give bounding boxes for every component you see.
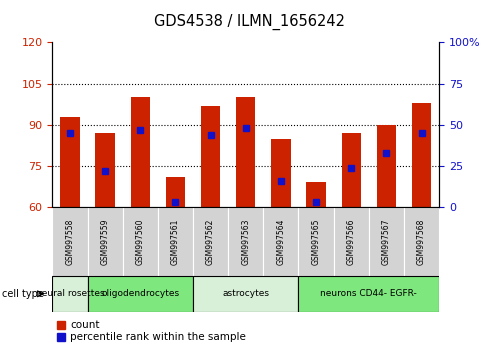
Text: GSM997567: GSM997567 (382, 218, 391, 265)
Bar (334, 207, 369, 276)
Text: cell type: cell type (2, 289, 44, 299)
Text: GSM997564: GSM997564 (276, 218, 285, 265)
Bar (52, 276, 87, 312)
Text: GSM997560: GSM997560 (136, 218, 145, 265)
Bar (369, 207, 404, 276)
Text: GSM997561: GSM997561 (171, 218, 180, 265)
Bar (306, 182, 326, 207)
Bar (166, 177, 185, 207)
Bar (377, 125, 396, 207)
Bar (404, 207, 439, 276)
Bar (271, 138, 290, 207)
Bar (263, 207, 298, 276)
Bar (298, 207, 334, 276)
Bar (60, 116, 80, 207)
Bar (87, 276, 193, 312)
Text: GSM997558: GSM997558 (65, 218, 74, 265)
Text: neurons CD44- EGFR-: neurons CD44- EGFR- (320, 289, 417, 298)
Bar (228, 207, 263, 276)
Text: GSM997563: GSM997563 (241, 218, 250, 265)
Bar (158, 207, 193, 276)
Bar (236, 97, 255, 207)
Bar (87, 207, 123, 276)
Text: GSM997565: GSM997565 (311, 218, 320, 265)
Text: neural rosettes: neural rosettes (35, 289, 104, 298)
Bar (193, 207, 228, 276)
Text: GSM997568: GSM997568 (417, 218, 426, 265)
Bar (412, 103, 431, 207)
Text: GDS4538 / ILMN_1656242: GDS4538 / ILMN_1656242 (154, 14, 345, 30)
Bar (131, 97, 150, 207)
Text: GSM997559: GSM997559 (101, 218, 110, 265)
Text: GSM997562: GSM997562 (206, 218, 215, 265)
Bar (95, 133, 115, 207)
Bar (52, 207, 87, 276)
Bar (298, 276, 439, 312)
Bar (193, 276, 298, 312)
Text: GSM997566: GSM997566 (347, 218, 356, 265)
Text: oligodendrocytes: oligodendrocytes (101, 289, 179, 298)
Bar (341, 133, 361, 207)
Legend: count, percentile rank within the sample: count, percentile rank within the sample (57, 320, 246, 342)
Text: astrocytes: astrocytes (222, 289, 269, 298)
Bar (123, 207, 158, 276)
Bar (201, 105, 220, 207)
